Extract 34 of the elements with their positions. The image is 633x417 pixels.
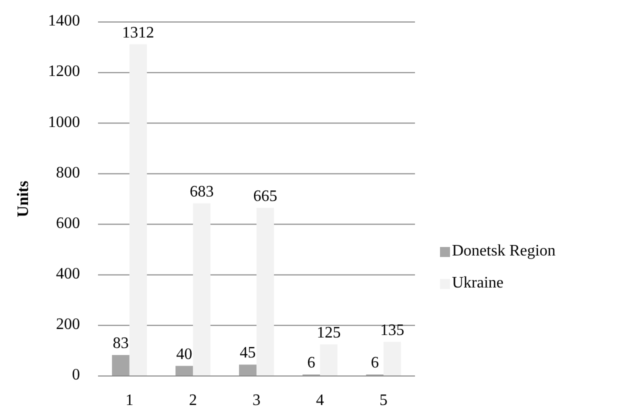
legend-label: Ukraine (452, 274, 504, 292)
bar (256, 208, 274, 376)
x-tick-label: 5 (380, 392, 388, 409)
data-label: 6 (370, 354, 379, 372)
data-label: 83 (112, 335, 129, 352)
data-label: 40 (176, 346, 192, 363)
y-tick-label: 800 (56, 164, 80, 182)
data-label: 135 (380, 322, 404, 339)
y-tick-label: 200 (56, 316, 80, 334)
x-tick-label: 1 (125, 392, 134, 409)
bar (192, 203, 210, 376)
data-label: 683 (190, 183, 214, 200)
data-label: 1312 (122, 24, 154, 42)
x-tick-label: 3 (252, 392, 260, 409)
y-tick-label: 0 (72, 366, 80, 384)
y-tick-label: 1200 (48, 63, 80, 80)
bar (112, 355, 130, 376)
y-tick-label: 600 (56, 214, 80, 232)
bar (384, 342, 402, 376)
y-axis-title: Units (15, 180, 32, 218)
x-tick-label: 4 (316, 392, 324, 409)
x-tick-label: 2 (188, 392, 197, 409)
bar (176, 366, 193, 376)
data-label: 6 (307, 354, 316, 372)
data-label: 125 (316, 324, 341, 342)
legend-label: Donetsk Region (452, 242, 556, 260)
data-label: 665 (253, 188, 278, 205)
bar (129, 44, 147, 376)
bar (320, 344, 338, 376)
y-tick-label: 1000 (48, 114, 80, 131)
y-tick-label: 1400 (48, 12, 80, 30)
bar (239, 364, 256, 376)
data-label: 45 (240, 344, 256, 362)
y-tick-label: 400 (56, 266, 80, 283)
